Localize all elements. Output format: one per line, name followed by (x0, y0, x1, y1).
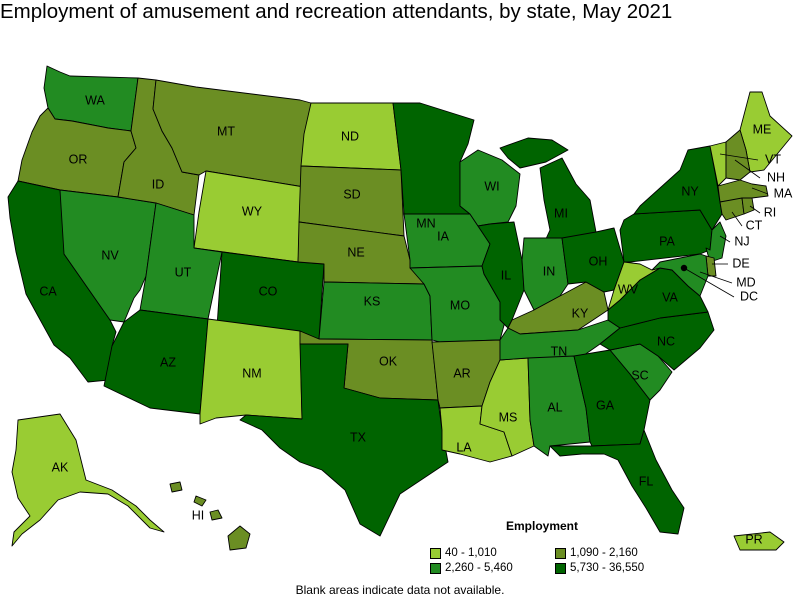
state-ut (139, 202, 223, 320)
callout-line-dc (683, 267, 735, 298)
legend-item-class-2: 1,090 - 2,160 (555, 547, 638, 559)
state-label-dc: DC (740, 289, 758, 303)
state-label-ks: KS (364, 294, 381, 308)
legend-item-class-3: 2,260 - 5,460 (430, 562, 513, 574)
callout-line-md (699, 271, 733, 284)
state-label-wy: WY (242, 204, 263, 218)
state-label-ia: IA (437, 229, 449, 243)
legend-label-class-3: 2,260 - 5,460 (445, 562, 513, 574)
state-label-tx: TX (350, 430, 367, 444)
state-label-mn: MN (416, 216, 435, 230)
state-label-az: AZ (160, 355, 176, 369)
legend-swatch-class-3 (430, 562, 441, 574)
state-label-ga: GA (596, 398, 615, 412)
state-label-va: VA (662, 290, 678, 304)
state-label-ma: MA (774, 186, 793, 200)
callout-line-nh (734, 159, 761, 179)
state-label-ca: CA (39, 284, 57, 298)
state-tx (239, 343, 449, 537)
legend-swatch-class-2 (555, 547, 566, 559)
state-label-ak: AK (52, 460, 69, 474)
legend-label-class-2: 1,090 - 2,160 (570, 547, 638, 559)
state-label-nv: NV (101, 248, 119, 262)
state-label-me: ME (753, 122, 772, 136)
state-label-ct: CT (746, 218, 763, 232)
state-label-wv: WV (618, 282, 639, 296)
state-nj (705, 221, 727, 263)
state-label-wa: WA (85, 93, 105, 107)
state-label-ne: NE (347, 245, 364, 259)
state-co (216, 251, 325, 340)
state-ks (318, 281, 433, 341)
state-label-nj: NJ (734, 234, 749, 248)
state-nh (725, 129, 751, 181)
callout-line-ct (731, 211, 743, 227)
state-pr (733, 531, 785, 551)
state-label-in: IN (543, 264, 556, 278)
state-label-sc: SC (631, 368, 648, 382)
state-label-ar: AR (453, 366, 470, 380)
state-label-wi: WI (484, 179, 499, 193)
state-label-ri: RI (764, 205, 777, 219)
state-label-mi: MI (554, 206, 568, 220)
state-label-co: CO (259, 284, 278, 298)
map-title: Employment of amusement and recreation a… (0, 0, 673, 23)
state-label-de: DE (732, 256, 749, 270)
state-label-pa: PA (659, 234, 675, 248)
state-label-or: OR (69, 152, 88, 166)
state-label-ky: KY (572, 306, 589, 320)
state-label-ut: UT (175, 265, 192, 279)
state-label-nm: NM (242, 366, 261, 380)
state-label-al: AL (547, 400, 562, 414)
state-label-vt: VT (765, 152, 781, 166)
state-label-mo: MO (450, 298, 470, 312)
footnote: Blank areas indicate data not available. (295, 583, 505, 597)
state-label-ok: OK (379, 354, 398, 368)
state-label-id: ID (152, 177, 165, 191)
state-hi (169, 481, 251, 551)
legend-label-class-1: 40 - 1,010 (445, 547, 497, 559)
state-label-hi: HI (192, 508, 205, 522)
state-md (651, 253, 709, 297)
state-az (103, 309, 209, 415)
state-label-nh: NH (767, 170, 785, 184)
callout-line-vt (719, 153, 759, 161)
state-label-mt: MT (217, 124, 235, 138)
legend-item-class-1: 40 - 1,010 (430, 547, 497, 559)
legend-item-class-4: 5,730 - 36,550 (555, 562, 644, 574)
state-label-md: MD (736, 275, 755, 289)
state-label-nc: NC (657, 334, 675, 348)
state-ri (741, 197, 755, 215)
callout-line-ri (749, 205, 761, 214)
legend-swatch-class-4 (555, 562, 566, 574)
legend-swatch-class-1 (430, 547, 441, 559)
state-mt (152, 79, 312, 188)
state-label-pr: PR (745, 532, 762, 546)
state-label-ms: MS (499, 410, 518, 424)
state-label-tn: TN (551, 344, 568, 358)
legend-label-class-4: 5,730 - 36,550 (570, 562, 645, 574)
state-label-fl: FL (639, 474, 654, 488)
state-label-sd: SD (343, 187, 360, 201)
state-label-il: IL (501, 268, 511, 282)
state-ct (719, 197, 745, 221)
state-label-oh: OH (589, 254, 608, 268)
callout-line-ma (751, 187, 769, 195)
callout-line-nj (719, 235, 731, 243)
state-fl (549, 429, 685, 535)
state-label-la: LA (456, 440, 472, 454)
state-label-nd: ND (341, 129, 359, 143)
state-wi (459, 149, 521, 227)
state-label-ny: NY (681, 184, 699, 198)
legend-title: Employment (506, 519, 579, 533)
state-ak (11, 413, 165, 547)
